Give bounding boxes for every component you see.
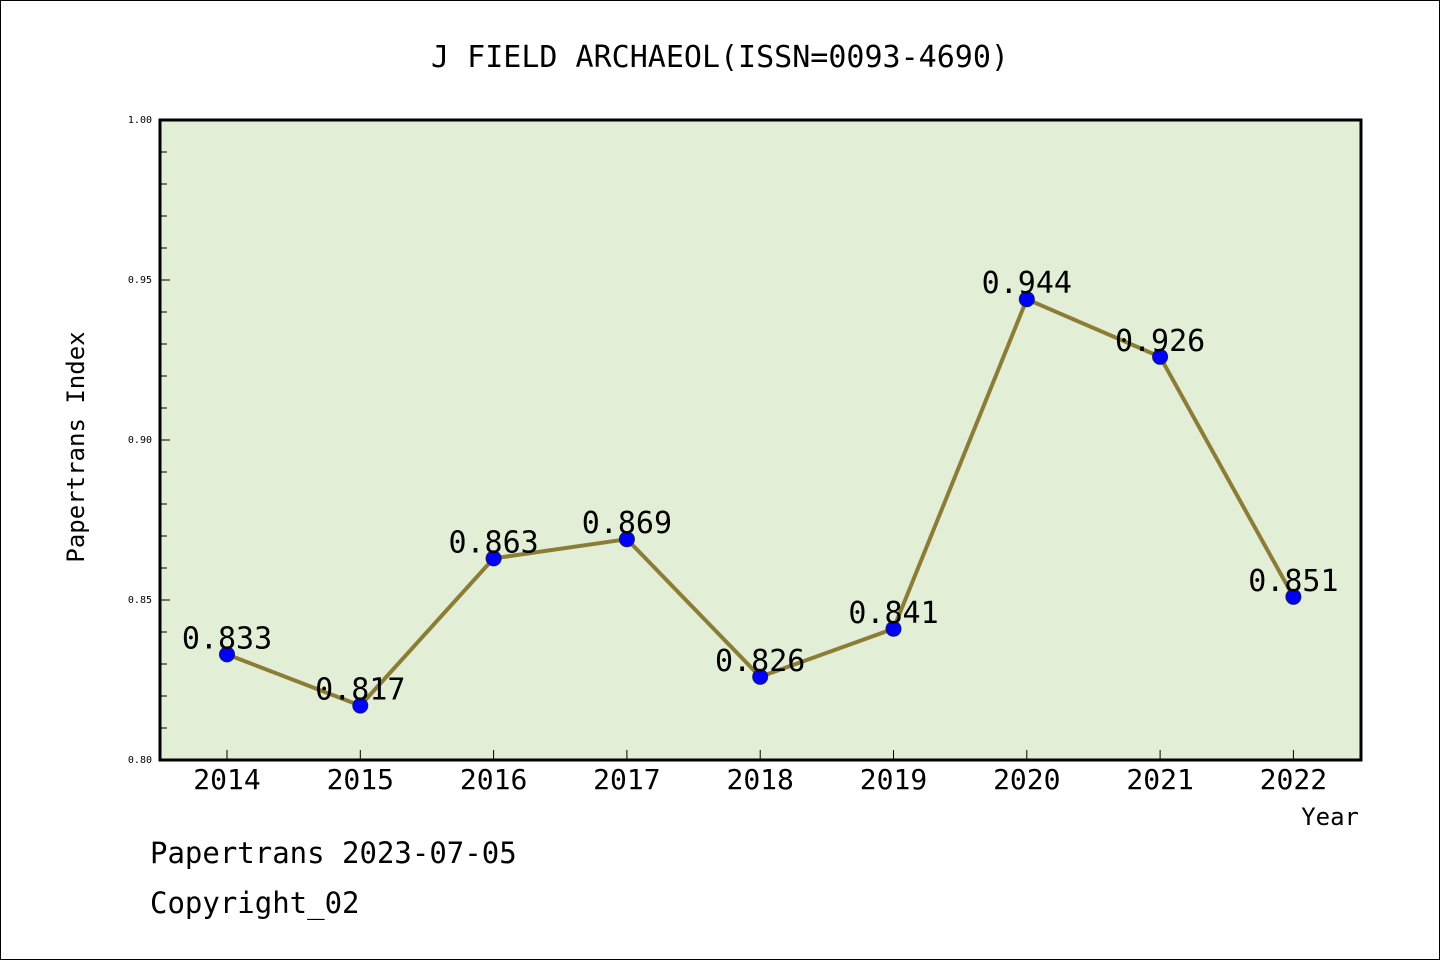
data-label: 0.926 <box>1115 324 1205 359</box>
series: 0.833 0.817 0.863 0.869 0.826 0.841 0.944 0.926… <box>182 266 1339 714</box>
y-tick-label: 0.80 <box>128 755 152 766</box>
x-axis-label: Year <box>1301 803 1359 831</box>
data-label: 0.826 <box>715 644 805 679</box>
data-point <box>219 646 235 663</box>
footer-copyright: Copyright_02 <box>150 886 360 920</box>
x-tick-label: 2015 <box>327 763 394 796</box>
x-tick-label: 2019 <box>860 763 927 796</box>
y-axis-label: Papertrans Index <box>62 331 90 562</box>
y-axis: 0.80 0.85 0.90 0.95 1.00 <box>128 115 170 766</box>
y-tick-label: 0.85 <box>128 595 152 606</box>
data-label: 0.944 <box>982 266 1072 301</box>
data-label: 0.869 <box>582 506 672 541</box>
data-label: 0.817 <box>315 673 405 708</box>
data-point <box>1285 588 1302 605</box>
data-label: 0.851 <box>1248 564 1338 599</box>
data-point <box>1018 291 1035 308</box>
data-label: 0.841 <box>848 596 938 631</box>
chart-title: J FIELD ARCHAEOL(ISSN=0093-4690) <box>431 40 1009 75</box>
x-tick-label: 2016 <box>460 763 527 796</box>
x-tick-label: 2014 <box>193 763 260 796</box>
y-tick-label: 1.00 <box>128 115 152 126</box>
footer-date: Papertrans 2023-07-05 <box>150 836 517 870</box>
x-tick-label: 2017 <box>593 763 660 796</box>
data-point <box>752 668 769 685</box>
data-point <box>352 697 369 714</box>
x-tick-label: 2022 <box>1260 763 1327 796</box>
y-tick-label: 0.95 <box>128 275 152 286</box>
x-axis: 2014 2015 2016 2017 2018 2019 2020 2021 2022 <box>193 750 1327 796</box>
x-tick-label: 2020 <box>993 763 1060 796</box>
x-tick-label: 2018 <box>726 763 793 796</box>
x-tick-label: 2021 <box>1126 763 1193 796</box>
data-point <box>1152 348 1169 365</box>
y-tick-label: 0.90 <box>128 435 152 446</box>
data-point <box>618 531 635 548</box>
data-label: 0.833 <box>182 621 272 656</box>
data-label: 0.863 <box>448 525 538 560</box>
data-point <box>885 620 902 637</box>
plot-area <box>158 118 1363 762</box>
data-point <box>485 550 502 567</box>
